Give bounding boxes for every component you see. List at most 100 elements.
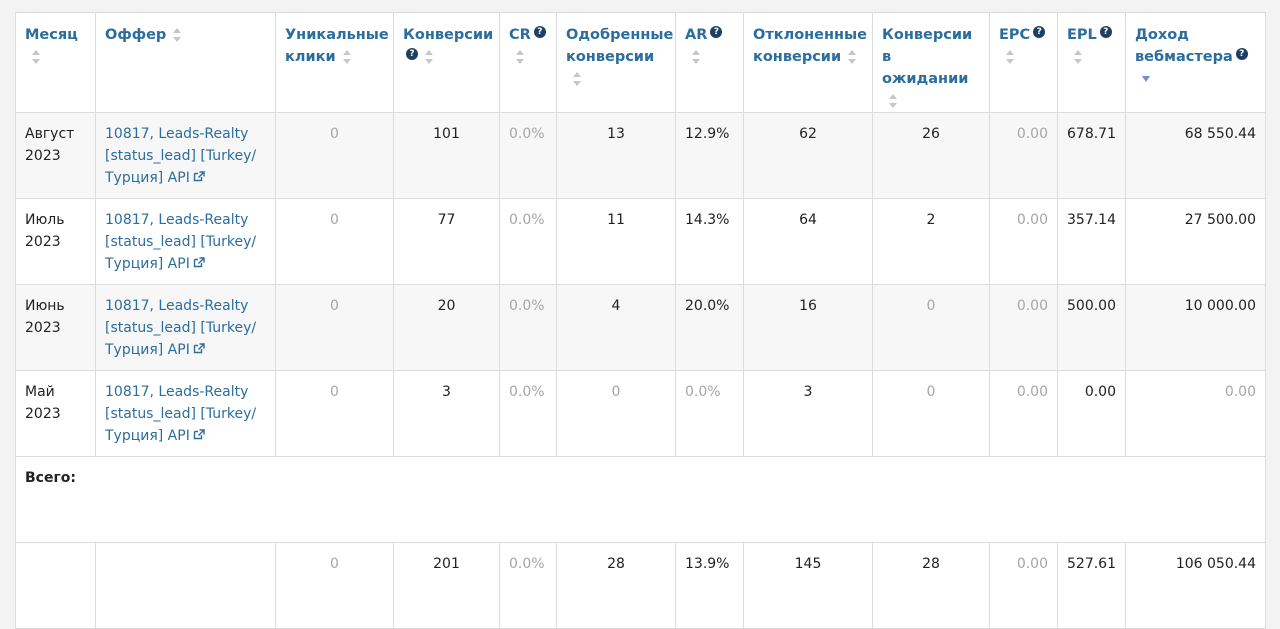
cell-conversions-value: 101 — [433, 126, 460, 142]
sort-arrows-icon[interactable] — [342, 49, 352, 65]
total-cell-epc: 0.00 — [989, 542, 1058, 629]
cell-unique-clicks-value: 0 — [330, 384, 339, 400]
cell-conversions-value: 77 — [437, 212, 456, 228]
sort-arrows-icon[interactable] — [31, 49, 41, 65]
offer-link-text[interactable]: 10817, Leads-Realty [status_lead] [Turke… — [105, 212, 257, 272]
column-header-epc[interactable]: EPC? — [989, 12, 1058, 113]
column-header-conversions[interactable]: Конверсии? — [393, 12, 500, 113]
total-cell-pending-value: 28 — [922, 556, 940, 572]
sort-arrows-icon[interactable] — [1005, 49, 1015, 65]
question-circle-icon[interactable]: ? — [710, 26, 723, 38]
column-header-label[interactable]: EPL — [1067, 27, 1097, 43]
cell-epl-value: 357.14 — [1067, 212, 1116, 228]
column-header-offer[interactable]: Оффер — [95, 12, 276, 113]
column-header-webmaster-income[interactable]: Доход вебмастера? — [1125, 12, 1266, 113]
cell-pending-value: 26 — [922, 126, 940, 142]
column-header-cr[interactable]: CR? — [499, 12, 557, 113]
offer-link[interactable]: 10817, Leads-Realty [status_lead] [Turke… — [105, 384, 256, 444]
total-cell-approved-value: 28 — [607, 556, 625, 572]
sort-arrows-icon[interactable] — [847, 49, 857, 65]
cell-cr: 0.0% — [499, 284, 557, 371]
cell-rejected-value: 62 — [799, 126, 817, 142]
question-circle-icon[interactable]: ? — [1099, 26, 1112, 38]
offer-link[interactable]: 10817, Leads-Realty [status_lead] [Turke… — [105, 212, 256, 272]
sort-arrows-icon[interactable] — [572, 71, 582, 87]
column-header-label[interactable]: Уникальные клики — [285, 27, 389, 65]
external-link-icon[interactable] — [193, 253, 205, 275]
offer-link[interactable]: 10817, Leads-Realty [status_lead] [Turke… — [105, 126, 256, 186]
total-cell-cr: 0.0% — [499, 542, 557, 629]
cell-approved-value: 0 — [611, 384, 621, 400]
cell-ar: 12.9% — [675, 112, 744, 199]
question-circle-icon[interactable]: ? — [533, 26, 546, 38]
column-header-label[interactable]: Отклоненные конверсии — [753, 27, 867, 65]
statistics-table: Месяц Оффер Уникальные клики Конверсии? CR? О… — [15, 12, 1266, 629]
cell-approved: 11 — [556, 198, 676, 285]
offer-link-text[interactable]: 10817, Leads-Realty [status_lead] [Turke… — [105, 298, 257, 358]
sort-arrows-icon[interactable] — [1073, 49, 1083, 65]
cell-rejected: 64 — [743, 198, 873, 285]
sort-arrows-icon[interactable] — [888, 93, 898, 109]
question-circle-icon[interactable]: ? — [1235, 48, 1248, 60]
offer-link[interactable]: 10817, Leads-Realty [status_lead] [Turke… — [105, 298, 256, 358]
column-header-label[interactable]: CR — [509, 27, 531, 43]
cell-pending: 0 — [872, 370, 990, 457]
sort-arrows-icon[interactable] — [424, 49, 434, 65]
cell-pending: 2 — [872, 198, 990, 285]
column-header-label[interactable]: Конверсии — [403, 27, 494, 43]
cell-cr-value: 0.0% — [509, 212, 545, 228]
cell-approved: 13 — [556, 112, 676, 199]
question-circle-icon[interactable]: ? — [406, 48, 418, 60]
sort-arrows-icon[interactable] — [515, 49, 525, 65]
total-cell-income: 106 050.44 — [1125, 542, 1266, 629]
cell-epc-value: 0.00 — [1016, 298, 1048, 314]
cell-approved-value: 11 — [607, 212, 625, 228]
column-header-unique-clicks[interactable]: Уникальные клики — [275, 12, 394, 113]
cell-income-value: 68 550.44 — [1184, 126, 1256, 142]
cell-unique-clicks: 0 — [275, 370, 394, 457]
cell-cr-value: 0.0% — [509, 384, 545, 400]
cell-month-value: Июнь 2023 — [25, 298, 65, 336]
cell-conversions-value: 3 — [442, 384, 451, 400]
table-row: Июль 2023 10817, Leads-Realty [status_lea… — [15, 198, 1266, 285]
column-header-month[interactable]: Месяц — [15, 12, 96, 113]
offer-link-text[interactable]: 10817, Leads-Realty [status_lead] [Turke… — [105, 126, 257, 186]
offer-link-text[interactable]: 10817, Leads-Realty [status_lead] [Turke… — [105, 384, 257, 444]
column-header-rejected-conversions[interactable]: Отклоненные конверсии — [743, 12, 873, 113]
total-cell-cr-value: 0.0% — [509, 556, 545, 572]
statistics-table-container: Месяц Оффер Уникальные клики Конверсии? CR? О… — [15, 12, 1266, 629]
total-cell-pending: 28 — [872, 542, 990, 629]
column-header-label[interactable]: EPC — [999, 27, 1031, 43]
sort-desc-icon[interactable] — [1141, 75, 1151, 83]
column-header-label[interactable]: AR — [685, 27, 708, 43]
cell-cr: 0.0% — [499, 198, 557, 285]
cell-epl: 0.00 — [1057, 370, 1126, 457]
column-header-ar[interactable]: AR? — [675, 12, 744, 113]
sort-arrows-icon[interactable] — [691, 49, 701, 65]
cell-approved-value: 4 — [611, 298, 621, 314]
external-link-icon[interactable] — [193, 167, 205, 189]
question-circle-icon[interactable]: ? — [1033, 26, 1046, 38]
header-row: Месяц Оффер Уникальные клики Конверсии? CR? О… — [15, 12, 1266, 113]
cell-month-value: Август 2023 — [25, 126, 75, 164]
column-header-label[interactable]: Месяц — [25, 27, 78, 43]
cell-epl-value: 500.00 — [1067, 298, 1116, 314]
column-header-label[interactable]: Конверсии в ожидании — [882, 27, 973, 87]
sort-arrows-icon[interactable] — [172, 27, 182, 43]
cell-approved: 4 — [556, 284, 676, 371]
column-header-pending-conversions[interactable]: Конверсии в ожидании — [872, 12, 990, 113]
column-header-epl[interactable]: EPL? — [1057, 12, 1126, 113]
total-cell-income-value: 106 050.44 — [1175, 556, 1256, 572]
column-header-label[interactable]: Доход вебмастера — [1135, 27, 1233, 65]
column-header-label[interactable]: Оффер — [105, 27, 167, 43]
column-header-approved-conversions[interactable]: Одобренные конверсии — [556, 12, 676, 113]
cell-ar-value: 0.0% — [685, 384, 721, 400]
cell-conversions: 77 — [393, 198, 500, 285]
cell-pending-value: 0 — [926, 384, 936, 400]
cell-pending: 0 — [872, 284, 990, 371]
cell-ar: 20.0% — [675, 284, 744, 371]
external-link-icon[interactable] — [193, 425, 205, 447]
external-link-icon[interactable] — [193, 339, 205, 361]
column-header-label[interactable]: Одобренные конверсии — [566, 27, 674, 65]
cell-epl: 500.00 — [1057, 284, 1126, 371]
